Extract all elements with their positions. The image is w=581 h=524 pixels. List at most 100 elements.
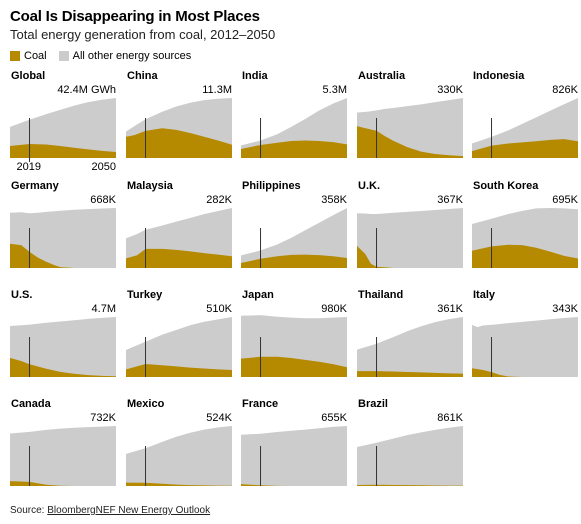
panel-australia: Australia 330K (357, 70, 463, 180)
panel-title: Philippines (242, 180, 301, 192)
panel-title: Global (11, 70, 46, 82)
panel-title: Turkey (127, 289, 163, 301)
area-coal (357, 484, 463, 486)
panel-italy: Italy 343K (472, 289, 578, 399)
area-all-other-sources (472, 317, 578, 377)
area-coal (472, 139, 578, 158)
area-all-other-sources (10, 426, 116, 486)
area-all-other-sources (10, 98, 116, 158)
area-coal (241, 140, 347, 158)
legend-label-coal: Coal (24, 50, 47, 62)
area-coal (126, 128, 232, 158)
area-coal (126, 364, 232, 377)
legend-swatch-other (58, 51, 69, 61)
panel-plot (126, 98, 232, 158)
legend-item-other: All other energy sources (58, 50, 192, 62)
panel-plot (241, 315, 347, 377)
panel-max-label: 282K (206, 194, 232, 206)
area-all-other-sources (357, 426, 463, 486)
panel-france: France 655K (241, 398, 347, 508)
panel-title: Thailand (358, 289, 404, 301)
panel-plot (10, 426, 116, 486)
panel-plot (357, 98, 463, 158)
area-coal (241, 356, 347, 377)
area-coal (10, 143, 116, 158)
panel-max-label: 980K (321, 303, 347, 315)
x-tick-2050: 2050 (91, 161, 116, 173)
panel-plot (10, 208, 116, 268)
panel-max-label: 732K (90, 412, 116, 424)
panel-plot (241, 208, 347, 268)
panel-plot (241, 98, 347, 158)
panel-title: Malaysia (127, 180, 173, 192)
panel-max-label: 695K (552, 194, 578, 206)
panel-title: India (242, 70, 268, 82)
area-all-other-sources (10, 317, 116, 377)
area-all-other-sources (357, 208, 463, 268)
panel-max-label: 826K (552, 84, 578, 96)
area-all-other-sources (126, 317, 232, 377)
source-link[interactable]: BloombergNEF New Energy Outlook (47, 505, 211, 516)
area-all-other-sources (126, 426, 232, 486)
panel-title: Italy (473, 289, 496, 301)
panel-max-label: 367K (437, 194, 463, 206)
panel-global: Global 42.4M GWh 2019 2050 (10, 70, 116, 180)
panel-title: Japan (242, 289, 274, 301)
panel-title: Mexico (127, 398, 165, 410)
panel-max-label: 655K (321, 412, 347, 424)
panel-title: Indonesia (473, 70, 525, 82)
panel-title: Australia (358, 70, 406, 82)
legend-item-coal: Coal (10, 50, 47, 62)
area-coal (10, 481, 116, 486)
panel-title: Canada (11, 398, 51, 410)
area-coal (472, 368, 578, 377)
panel-plot (10, 98, 116, 162)
area-all-other-sources (241, 208, 347, 268)
panel-china: China 11.3M (126, 70, 232, 180)
panel-title: U.S. (11, 289, 33, 301)
panel-mexico: Mexico 524K (126, 398, 232, 508)
panel-india: India 5.3M (241, 70, 347, 180)
panel-plot (241, 426, 347, 486)
panel-plot (472, 98, 578, 158)
panel-plot (10, 317, 116, 377)
panel-malaysia: Malaysia 282K (126, 180, 232, 290)
panel-title: Germany (11, 180, 59, 192)
panel-max-label: 42.4M GWh (57, 84, 116, 96)
area-coal (126, 482, 232, 486)
panel-thailand: Thailand 361K (357, 289, 463, 399)
panel-plot (472, 317, 578, 377)
panel-title: China (127, 70, 158, 82)
panel-max-label: 11.3M (202, 84, 232, 96)
area-coal (472, 244, 578, 268)
area-all-other-sources (357, 317, 463, 377)
source-note: Source: BloombergNEF New Energy Outlook (10, 505, 210, 516)
area-all-other-sources (241, 426, 347, 486)
panel-germany: Germany 668K (10, 180, 116, 290)
panel-canada: Canada 732K (10, 398, 116, 508)
panel-title: South Korea (473, 180, 539, 192)
panel-plot (357, 426, 463, 486)
panel-plot (126, 426, 232, 486)
area-coal (241, 254, 347, 268)
panel-max-label: 668K (90, 194, 116, 206)
panel-plot (357, 317, 463, 377)
panel-max-label: 524K (206, 412, 232, 424)
area-all-other-sources (10, 208, 116, 268)
area-coal (357, 371, 463, 377)
panel-u-s: U.S. 4.7M (10, 289, 116, 399)
panel-plot (472, 208, 578, 268)
x-tick-2019: 2019 (16, 161, 41, 173)
panel-max-label: 5.3M (322, 84, 347, 96)
panel-max-label: 343K (552, 303, 578, 315)
panel-plot (126, 208, 232, 268)
legend-label-other: All other energy sources (72, 50, 192, 62)
panel-turkey: Turkey 510K (126, 289, 232, 399)
panel-max-label: 361K (437, 303, 463, 315)
area-coal (357, 126, 463, 158)
panel-max-label: 510K (206, 303, 232, 315)
panel-indonesia: Indonesia 826K (472, 70, 578, 180)
panel-max-label: 330K (437, 84, 463, 96)
area-coal (10, 243, 116, 268)
